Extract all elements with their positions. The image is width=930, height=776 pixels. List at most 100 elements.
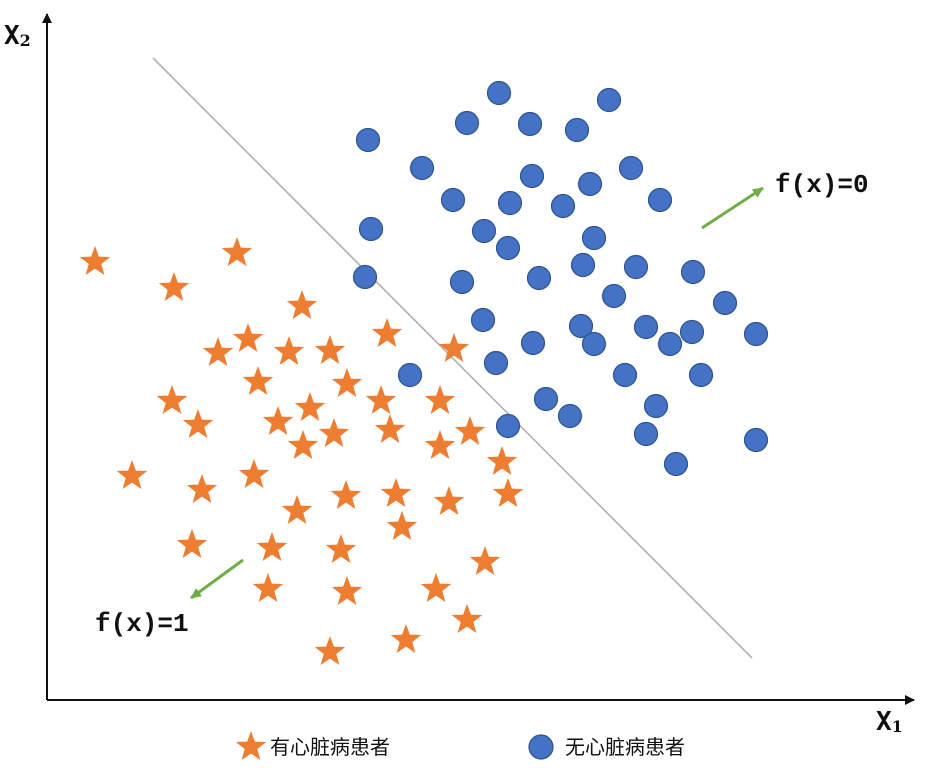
y-axis-label: X2 [4, 21, 31, 51]
star-point [318, 418, 350, 447]
annotation-f-x-1: f(x)=1 [95, 609, 189, 639]
circle-point [497, 190, 523, 216]
circle-point [564, 117, 590, 143]
star-point [374, 414, 406, 443]
circle-point [581, 331, 607, 357]
arrow-down-left [190, 558, 244, 600]
circle-point [570, 252, 596, 278]
star-point [232, 323, 264, 352]
circle-point [440, 187, 466, 213]
star-point [438, 333, 470, 362]
star-point [242, 366, 274, 395]
circle-point [680, 259, 706, 285]
star-point [116, 460, 148, 489]
circle-point [454, 110, 480, 136]
circle-point [483, 350, 509, 376]
star-point [454, 416, 486, 445]
circle-point [618, 155, 644, 181]
star-point [281, 495, 313, 524]
circle-point [688, 362, 714, 388]
circle-point [397, 362, 423, 388]
arrow-up-right [701, 186, 764, 230]
star-point [380, 478, 412, 507]
circle-point [409, 155, 435, 181]
circle-point [679, 319, 705, 345]
star-point [486, 446, 518, 475]
x-axis-label: X1 [876, 707, 903, 737]
circle-point [743, 427, 769, 453]
star-point [325, 534, 357, 563]
circle-point [657, 331, 683, 357]
star-point [286, 290, 318, 319]
star-point [433, 486, 465, 515]
legend-circle-label: 无心脏病患者 [565, 735, 685, 759]
circle-point [612, 362, 638, 388]
circle-point [471, 218, 497, 244]
star-point [182, 409, 214, 438]
star-point [424, 430, 456, 459]
annotation-f-x-0: f(x)=0 [775, 170, 869, 200]
star-point [202, 337, 234, 366]
star-point [371, 318, 403, 347]
circle-point [495, 413, 521, 439]
star-point [386, 511, 418, 540]
circle-point [520, 330, 546, 356]
circle-point [596, 87, 622, 113]
circle-point [712, 290, 738, 316]
star-point [156, 385, 188, 414]
star-point [238, 459, 270, 488]
star-point [186, 474, 218, 503]
circle-point [352, 264, 378, 290]
star-point [176, 529, 208, 558]
star-point [158, 272, 190, 301]
circle-point [533, 386, 559, 412]
circle-point [633, 421, 659, 447]
circle-point [643, 393, 669, 419]
star-point [273, 336, 305, 365]
star-point [492, 478, 524, 507]
circle-point [663, 451, 689, 477]
star-point [294, 392, 326, 421]
circle-point [568, 313, 594, 339]
star-point [330, 480, 362, 509]
circle-point [623, 254, 649, 280]
circle-point [647, 187, 673, 213]
legend: 有心脏病患者 无心脏病患者 [235, 731, 685, 760]
circle-point [355, 127, 381, 153]
circle-point [601, 283, 627, 309]
circle-point [486, 80, 512, 106]
star-point [424, 385, 456, 414]
circle-point [470, 307, 496, 333]
circle-point [358, 216, 384, 242]
star-point [451, 604, 483, 633]
circle-point [517, 111, 543, 137]
circle-point [550, 193, 576, 219]
star-point [262, 406, 294, 435]
circle-point [577, 171, 603, 197]
star-point [420, 573, 452, 602]
circle-point [581, 225, 607, 251]
star-point [314, 636, 346, 665]
star-point [331, 368, 363, 397]
star-point [390, 624, 422, 653]
circle-point [519, 163, 545, 189]
star-point [287, 430, 319, 459]
star-point [79, 246, 111, 275]
star-point [256, 532, 288, 561]
circle-point [526, 265, 552, 291]
data-points [79, 80, 769, 665]
circle-point [633, 314, 659, 340]
legend-star-icon [235, 731, 267, 760]
star-point [469, 546, 501, 575]
star-point [252, 573, 284, 602]
legend-circle-icon [528, 734, 554, 760]
star-point [314, 335, 346, 364]
star-point [365, 385, 397, 414]
circle-point [743, 321, 769, 347]
circle-point [495, 235, 521, 261]
star-point [331, 576, 363, 605]
legend-star-shape [235, 731, 267, 760]
star-point [221, 237, 253, 266]
circle-point [557, 403, 583, 429]
